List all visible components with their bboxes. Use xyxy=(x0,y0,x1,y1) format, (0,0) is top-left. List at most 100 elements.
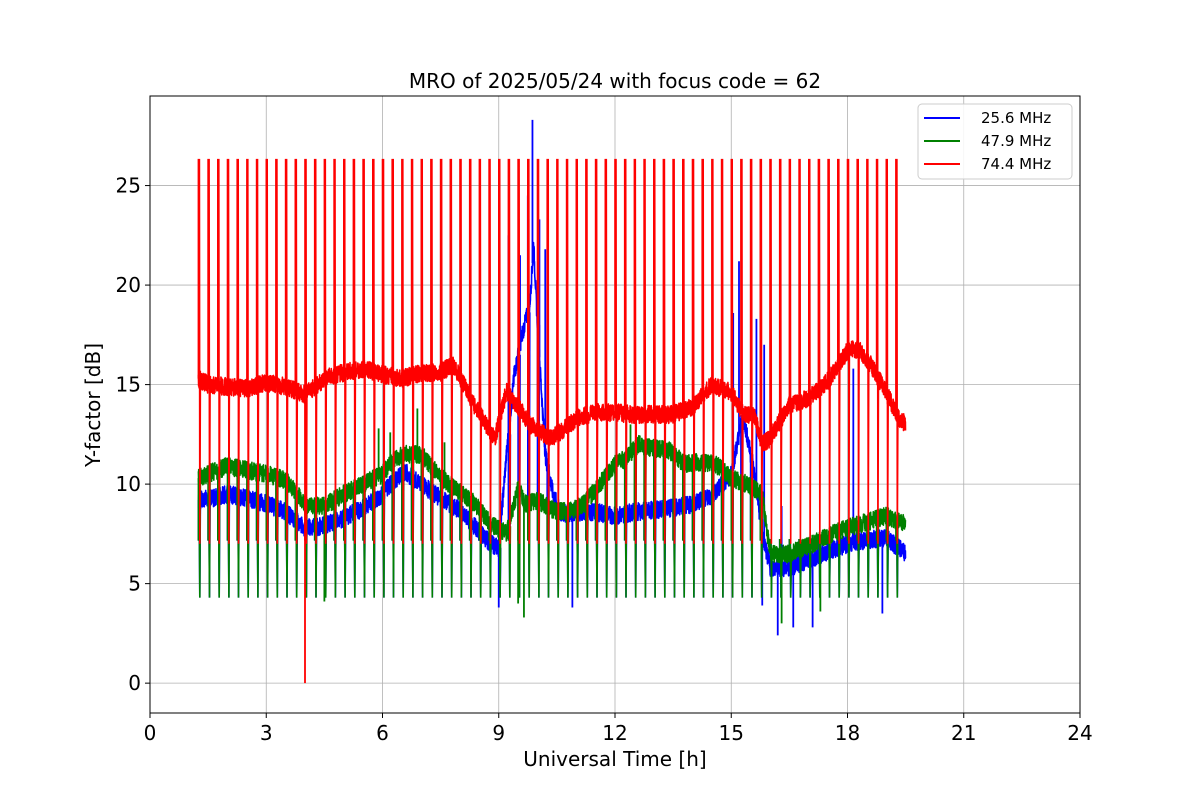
calibration-pulse xyxy=(614,158,618,544)
calibration-pulse xyxy=(778,158,783,544)
calibration-pulse xyxy=(478,158,483,544)
calibration-pulse xyxy=(420,158,424,544)
calibration-pulse xyxy=(507,158,512,544)
calibration-pulse xyxy=(749,158,754,544)
calibration-pulse xyxy=(643,158,647,544)
calibration-pulse xyxy=(672,158,676,544)
calibration-pulse xyxy=(246,158,250,544)
calibration-pulse xyxy=(323,158,328,544)
series-3 xyxy=(197,158,907,684)
calibration-pulse xyxy=(410,158,415,544)
axis-ticks: 0 3 6 9 12 15 18 21 24 0 5 10 15 20 25 xyxy=(116,174,1093,745)
y-tick-label: 20 xyxy=(116,273,141,297)
calibration-pulse xyxy=(846,158,851,544)
calibration-pulse xyxy=(236,158,240,544)
calibration-pulse xyxy=(304,158,308,544)
calibration-pulse xyxy=(391,158,395,544)
calibration-pulse xyxy=(565,158,570,544)
calibration-pulse xyxy=(459,158,463,544)
calibration-pulse xyxy=(439,158,444,544)
calibration-pulse xyxy=(585,158,589,544)
calibration-pulse xyxy=(284,158,289,544)
x-tick-label: 24 xyxy=(1067,721,1092,745)
calibration-pulse xyxy=(837,158,841,544)
legend: 25.6 MHz 47.9 MHz 74.4 MHz xyxy=(917,103,1073,180)
calibration-pulse xyxy=(430,158,434,544)
calibration-pulse xyxy=(343,158,347,544)
calibration-pulse xyxy=(623,158,628,544)
calibration-pulse xyxy=(468,158,473,544)
calibration-pulse xyxy=(827,158,831,544)
calibration-pulse xyxy=(333,158,337,544)
y-tick-label: 5 xyxy=(128,572,141,596)
calibration-pulse xyxy=(682,158,686,544)
calibration-pulse xyxy=(226,158,231,544)
calibration-pulse xyxy=(769,158,773,544)
calibration-pulse xyxy=(275,158,279,544)
calibration-pulse xyxy=(527,158,531,544)
calibration-pulse xyxy=(594,158,599,544)
calibration-pulse xyxy=(294,158,299,544)
calibration-pulse xyxy=(556,158,560,544)
y-tick-label: 10 xyxy=(116,472,141,496)
y-tick-label: 0 xyxy=(128,671,141,695)
calibration-pulse xyxy=(730,158,734,544)
x-tick-label: 12 xyxy=(602,721,627,745)
calibration-pulse xyxy=(536,158,541,544)
x-tick-label: 6 xyxy=(376,721,389,745)
calibration-pulse xyxy=(866,158,870,544)
calibration-pulse xyxy=(575,158,579,544)
calibration-pulse xyxy=(701,158,705,544)
y-axis-label: Y-factor [dB] xyxy=(81,343,105,468)
calibration-pulse xyxy=(449,158,454,544)
y-tick-label: 25 xyxy=(116,174,141,198)
calibration-pulse xyxy=(517,158,521,544)
x-tick-label: 21 xyxy=(951,721,976,745)
calibration-pulse xyxy=(817,158,822,544)
legend-frame xyxy=(917,103,1073,180)
calibration-pulse xyxy=(488,158,492,544)
chart-title: MRO of 2025/05/24 with focus code = 62 xyxy=(409,69,821,93)
calibration-pulse xyxy=(856,158,860,544)
calibration-pulse xyxy=(875,158,880,544)
series-layer xyxy=(197,119,907,684)
calibration-pulse xyxy=(401,158,405,544)
x-axis-label: Universal Time [h] xyxy=(523,747,706,771)
legend-label: 74.4 MHz xyxy=(981,155,1051,173)
legend-label: 47.9 MHz xyxy=(981,132,1051,150)
x-tick-label: 18 xyxy=(835,721,860,745)
calibration-pulse xyxy=(798,158,802,544)
legend-label: 25.6 MHz xyxy=(981,109,1051,127)
calibration-pulse xyxy=(720,158,725,544)
calibration-pulse xyxy=(362,158,366,544)
calibration-pulse xyxy=(808,158,812,544)
calibration-pulse xyxy=(788,158,793,544)
calibration-pulse xyxy=(352,158,357,544)
calibration-pulse xyxy=(381,158,386,544)
calibration-pulse xyxy=(711,158,715,544)
calibration-pulse xyxy=(498,158,502,544)
x-tick-label: 3 xyxy=(260,721,273,745)
x-tick-label: 0 xyxy=(144,721,157,745)
x-tick-label: 9 xyxy=(492,721,505,745)
calibration-pulse xyxy=(197,158,202,544)
x-tick-label: 15 xyxy=(719,721,744,745)
calibration-pulse xyxy=(313,158,318,544)
calibration-pulse xyxy=(217,158,221,544)
calibration-pulse xyxy=(372,158,376,544)
calibration-pulse xyxy=(653,158,657,544)
calibration-pulse xyxy=(759,158,764,544)
y-tick-label: 15 xyxy=(116,373,141,397)
calibration-pulse xyxy=(255,158,260,544)
calibration-pulse xyxy=(895,158,899,544)
calibration-pulse xyxy=(691,158,696,544)
calibration-pulse xyxy=(265,158,269,544)
calibration-pulse xyxy=(740,158,744,544)
calibration-pulse xyxy=(546,158,550,544)
calibration-pulse xyxy=(633,158,638,544)
calibration-pulse xyxy=(662,158,667,544)
calibration-pulse xyxy=(207,158,211,544)
calibration-pulse xyxy=(604,158,609,544)
calibration-pulse xyxy=(885,158,889,544)
